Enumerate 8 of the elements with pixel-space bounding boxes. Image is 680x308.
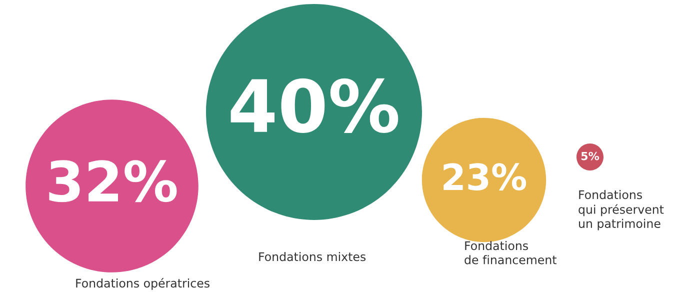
data-label: 32% [49, 160, 177, 202]
category-label: Fondations qui préservent un patrimoine [578, 190, 664, 230]
category-label: Fondations mixtes [259, 252, 366, 262]
data-label: 23% [444, 163, 526, 190]
category-label: Fondations de financement [464, 241, 556, 264]
data-label: 5% [581, 152, 600, 160]
category-label: Fondations opératrices [76, 278, 210, 290]
data-label: 40% [230, 78, 398, 133]
